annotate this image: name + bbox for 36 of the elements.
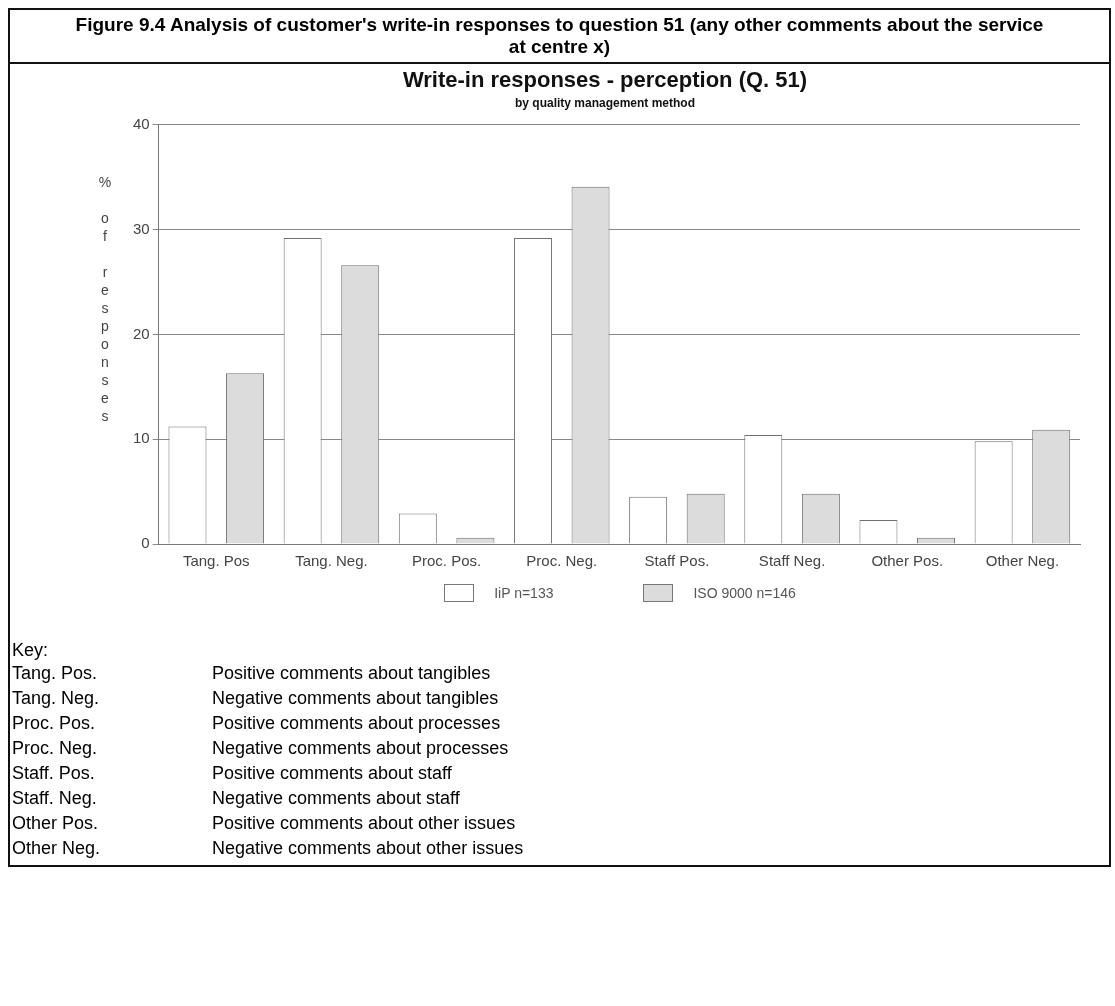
caption: Figure 9.4 Analysis of customer's write-in responses to question 51 (any other comments about the service at centre x): [10, 10, 1109, 64]
x-tick-label: Tang. Pos: [182, 552, 250, 570]
y-tick-label: 30: [133, 219, 150, 237]
chart-title: Write-in responses - perception (Q. 51): [402, 67, 808, 93]
text: Staff. Neg.: [12, 787, 98, 810]
y-tick-label: 0: [141, 534, 150, 552]
y-tick-label: 20: [133, 324, 150, 342]
x-tick-label: Staff Neg.: [758, 552, 826, 570]
text: Negative comments about other issues: [212, 837, 524, 860]
text: Proc. Neg.: [12, 737, 99, 760]
text: Negative comments about tangibles: [212, 687, 499, 710]
x-tick-label: Tang. Neg.: [295, 552, 368, 570]
text: Positive comments about processes: [212, 712, 501, 735]
text: Positive comments about staff: [212, 762, 452, 785]
text: IiP n=133: [494, 585, 554, 601]
text: Tang. Pos.: [12, 662, 99, 685]
x-tick-label: Staff Pos.: [644, 552, 710, 570]
text: Other Pos.: [12, 812, 100, 835]
x-tick-label: Other Neg.: [985, 552, 1060, 570]
chart-subtitle: by quality management method: [514, 95, 696, 110]
text: Tang. Neg.: [12, 687, 101, 710]
y-axis-title: % of responses: [97, 174, 113, 426]
x-tick-label: Proc. Neg.: [526, 552, 598, 570]
text: Positive comments about tangibles: [212, 662, 491, 685]
legend-label: ISO 9000 n=146: [693, 585, 796, 601]
x-tick-label: Proc. Pos.: [411, 552, 482, 570]
y-tick-label: 10: [133, 429, 150, 447]
text: Other Neg.: [12, 837, 102, 860]
text: Negative comments about staff: [212, 787, 460, 810]
x-tick-label: Other Pos.: [871, 552, 944, 570]
text: Positive comments about other issues: [212, 812, 516, 835]
text: Proc. Pos.: [12, 712, 97, 735]
y-tick-label: 40: [133, 114, 150, 132]
text: Negative comments about processes: [212, 737, 509, 760]
text: Staff. Pos.: [12, 762, 96, 785]
text: Key:: [12, 640, 50, 661]
